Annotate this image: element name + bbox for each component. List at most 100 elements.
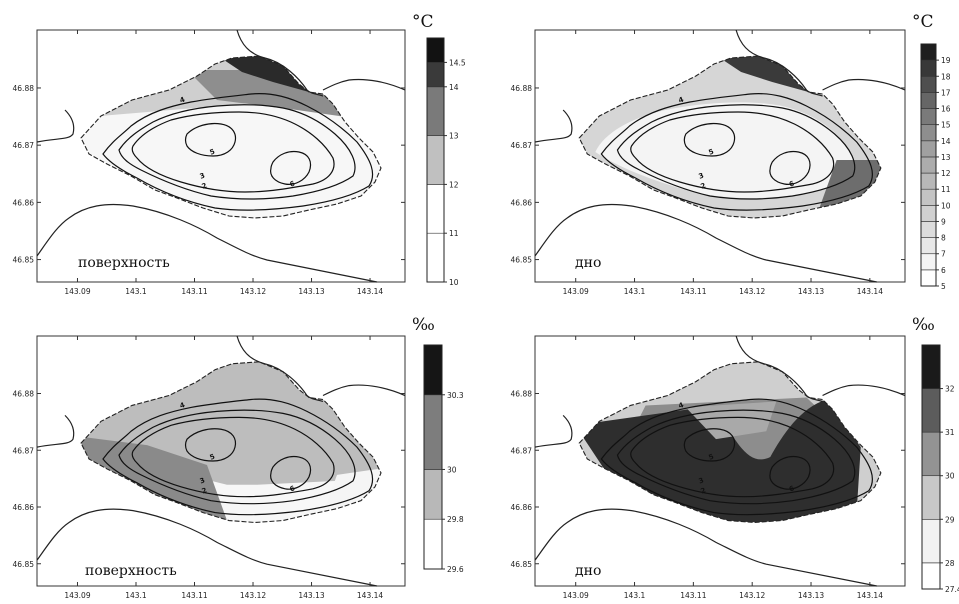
coastline: [36, 508, 378, 587]
x-tick-label: 143.13: [298, 287, 324, 296]
colorbar-frame: [921, 344, 941, 590]
colorbar-band: [920, 237, 937, 255]
unit-label: °C: [412, 12, 434, 32]
colorbar-tick-label: 12: [941, 169, 951, 178]
isobath-label: 3: [199, 171, 206, 180]
colorbar: 5 6 7 8 9 10 11 12 13 14 15 16 17 18 19: [920, 43, 951, 291]
x-tick-label: 143.09: [563, 591, 589, 600]
isobath-label: 5: [707, 147, 715, 157]
panel-label: поверхность: [85, 563, 177, 579]
x-tick-label: 143.14: [857, 591, 883, 600]
x-tick-label: 143.09: [64, 591, 90, 600]
coastline: [322, 384, 406, 397]
unit-label: ‰: [412, 315, 435, 335]
x-tick-label: 143.14: [357, 287, 383, 296]
colorbar-band: [426, 232, 445, 283]
unit-label: ‰: [912, 315, 935, 335]
colorbar-tick-label: 16: [941, 105, 951, 114]
isobath-line: [769, 150, 811, 185]
colorbar-frame: [423, 344, 443, 570]
colorbar-band: [920, 140, 937, 158]
isobath-label: 2: [201, 181, 208, 190]
colorbar-tick-label: 12: [449, 180, 459, 189]
x-tick-label: 143.14: [357, 591, 383, 600]
colorbar-tick-label: 30: [945, 472, 955, 481]
colorbar-tick-label: 11: [941, 185, 951, 194]
x-tick-label: 143.12: [739, 287, 765, 296]
coastline: [36, 414, 75, 448]
coastline: [822, 78, 906, 91]
isobath-line: [270, 455, 312, 490]
x-tick-label: 143.11: [680, 287, 706, 296]
colorbar-band: [920, 92, 937, 109]
colorbar-band: [423, 469, 443, 520]
isobath-label: 4: [677, 95, 685, 105]
coastline: [534, 109, 573, 143]
colorbar-tick-label: 6: [941, 266, 946, 275]
y-tick-label: 46.85: [511, 560, 533, 569]
panel-bottom-left: 23 4 5 6 143.09 143.1 143.11 143.12 143.13 143.14…: [13, 315, 464, 600]
y-tick-label: 46.88: [13, 390, 35, 399]
panel-top-right: 23 4 5 6 143.09 143.1 143.11 143.12 143.13 143.14…: [511, 12, 951, 296]
colorbar-band: [426, 135, 445, 185]
isobath-label: 5: [708, 453, 715, 462]
lagoon-outline: [578, 55, 882, 219]
x-tick-label: 143.1: [125, 591, 147, 600]
isobath-line: [630, 416, 835, 498]
colorbar: 27.4 28 29 30 31 32: [921, 344, 959, 594]
x-tick-label: 143.12: [240, 287, 266, 296]
isobath-line: [683, 122, 736, 157]
coastline: [534, 414, 573, 448]
y-tick-label: 46.86: [13, 198, 35, 207]
y-tick-label: 46.87: [13, 446, 35, 455]
x-tick-label: 143.11: [181, 591, 207, 600]
y-tick-label: 46.88: [511, 390, 533, 399]
colorbar-tick-label: 7: [941, 250, 946, 259]
colorbar-band: [920, 75, 937, 93]
x-tick-label: 143.09: [563, 287, 589, 296]
isobath-label: 6: [289, 179, 296, 188]
isobath-line: [270, 150, 312, 185]
isobath-label: 6: [788, 484, 795, 493]
colorbar-band: [921, 431, 941, 477]
isobath-line: [600, 93, 873, 211]
x-tick-label: 143.13: [798, 287, 824, 296]
isobath-line: [630, 111, 835, 193]
panel-top-left: 23 4 5 6 143.09 143.1 143.11 143.12 143.13 143.14…: [13, 12, 466, 296]
coastline: [322, 78, 406, 91]
unit-label: °C: [912, 12, 934, 32]
x-tick-label: 143.11: [680, 591, 706, 600]
y-tick-label: 46.85: [13, 256, 35, 265]
colorbar-frame: [426, 37, 445, 283]
colorbar-tick-label: 29.6: [447, 565, 464, 574]
y-tick-label: 46.86: [13, 503, 35, 512]
colorbar-band: [920, 124, 937, 142]
x-tick-label: 143.12: [240, 591, 266, 600]
isobath-label: 2: [201, 486, 208, 495]
colorbar-band: [921, 475, 941, 520]
colorbar-tick-label: 8: [941, 234, 946, 243]
isobath-line: [184, 428, 237, 462]
isobath-line: [102, 93, 374, 211]
colorbar-tick-label: 10: [941, 201, 951, 210]
x-tick-label: 143.09: [64, 287, 90, 296]
coastline: [735, 29, 823, 97]
isobath-label: 3: [697, 171, 705, 181]
x-tick-label: 143.1: [624, 591, 646, 600]
isobath-line: [769, 455, 811, 490]
colorbar-tick-label: 32: [945, 385, 955, 394]
colorbar-band: [426, 62, 445, 88]
colorbar-band: [423, 394, 443, 470]
panel-label: поверхность: [78, 255, 170, 271]
isobath-label: 2: [700, 486, 707, 495]
colorbar-tick-label: 13: [941, 153, 951, 162]
panel-label: дно: [575, 563, 601, 579]
isobath-line: [616, 409, 856, 505]
lagoon-outline: [578, 361, 882, 524]
isobath-line: [102, 398, 374, 516]
colorbar-band: [426, 37, 445, 63]
colorbar-band: [921, 518, 941, 564]
coastline: [36, 109, 75, 143]
colorbar-tick-label: 30: [447, 465, 457, 474]
